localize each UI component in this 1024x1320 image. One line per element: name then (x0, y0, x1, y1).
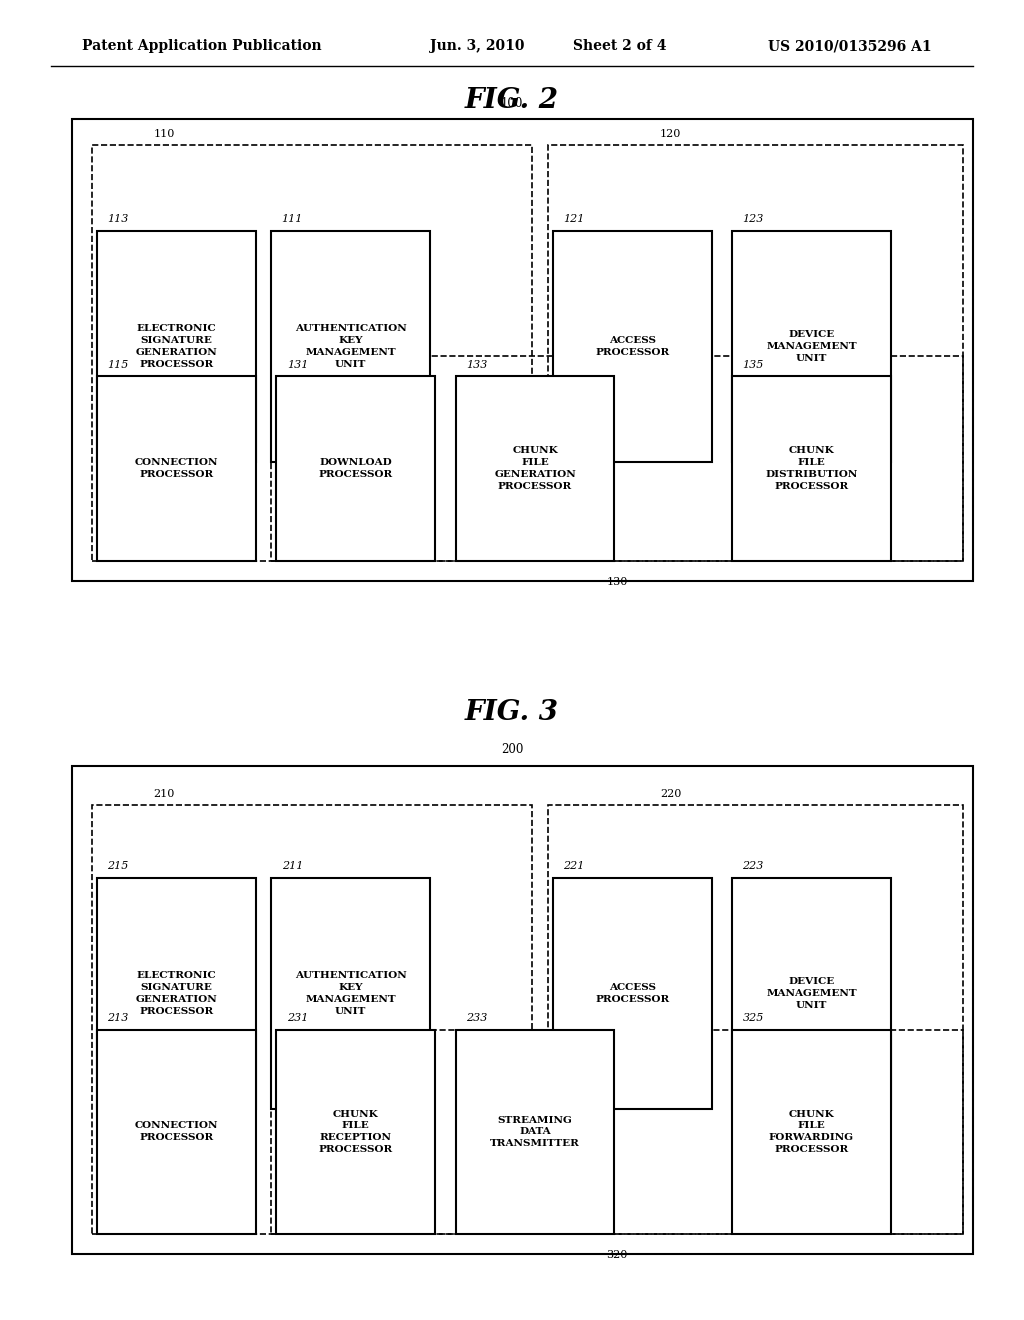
Text: AUTHENTICATION
KEY
MANAGEMENT
UNIT: AUTHENTICATION KEY MANAGEMENT UNIT (295, 325, 407, 368)
Text: ELECTRONIC
SIGNATURE
GENERATION
PROCESSOR: ELECTRONIC SIGNATURE GENERATION PROCESSO… (136, 972, 217, 1015)
Bar (97, 376, 256, 561)
Text: 131: 131 (287, 359, 308, 370)
Text: 320: 320 (606, 1250, 628, 1261)
Bar (271, 356, 963, 561)
Bar (553, 231, 712, 462)
Text: 115: 115 (108, 359, 129, 370)
Text: FIG. 2: FIG. 2 (465, 87, 559, 114)
Bar (97, 1030, 256, 1234)
Bar (72, 766, 973, 1254)
Text: AUTHENTICATION
KEY
MANAGEMENT
UNIT: AUTHENTICATION KEY MANAGEMENT UNIT (295, 972, 407, 1015)
Text: 135: 135 (742, 359, 764, 370)
Text: 215: 215 (108, 861, 129, 871)
Bar (276, 376, 435, 561)
Bar (548, 145, 963, 561)
Bar (456, 1030, 614, 1234)
Text: 220: 220 (660, 788, 681, 799)
Text: FIG. 3: FIG. 3 (465, 700, 559, 726)
Text: DEVICE
MANAGEMENT
UNIT: DEVICE MANAGEMENT UNIT (766, 977, 857, 1010)
Bar (732, 376, 891, 561)
Text: 325: 325 (742, 1012, 764, 1023)
Bar (97, 231, 256, 462)
Bar (92, 805, 532, 1234)
Text: 113: 113 (108, 214, 129, 224)
Text: 121: 121 (563, 214, 585, 224)
Text: 211: 211 (282, 861, 303, 871)
Text: 123: 123 (742, 214, 764, 224)
Text: DOWNLOAD
PROCESSOR: DOWNLOAD PROCESSOR (318, 458, 393, 479)
Text: DEVICE
MANAGEMENT
UNIT: DEVICE MANAGEMENT UNIT (766, 330, 857, 363)
Bar (271, 878, 430, 1109)
Text: 100: 100 (501, 96, 523, 110)
Text: CONNECTION
PROCESSOR: CONNECTION PROCESSOR (135, 458, 218, 479)
Text: 120: 120 (660, 128, 681, 139)
Bar (276, 1030, 435, 1234)
Text: 110: 110 (154, 128, 174, 139)
Bar (732, 1030, 891, 1234)
Bar (732, 231, 891, 462)
Text: Jun. 3, 2010: Jun. 3, 2010 (430, 40, 524, 53)
Text: STREAMING
DATA
TRANSMITTER: STREAMING DATA TRANSMITTER (490, 1115, 580, 1148)
Text: 111: 111 (282, 214, 303, 224)
Text: Sheet 2 of 4: Sheet 2 of 4 (573, 40, 667, 53)
Text: CHUNK
FILE
FORWARDING
PROCESSOR: CHUNK FILE FORWARDING PROCESSOR (769, 1110, 854, 1154)
Text: ACCESS
PROCESSOR: ACCESS PROCESSOR (595, 337, 670, 356)
Text: ELECTRONIC
SIGNATURE
GENERATION
PROCESSOR: ELECTRONIC SIGNATURE GENERATION PROCESSO… (136, 325, 217, 368)
Bar (732, 878, 891, 1109)
Text: ACCESS
PROCESSOR: ACCESS PROCESSOR (595, 983, 670, 1003)
Text: 133: 133 (466, 359, 487, 370)
Text: 200: 200 (501, 743, 523, 756)
Text: 231: 231 (287, 1012, 308, 1023)
Text: CHUNK
FILE
RECEPTION
PROCESSOR: CHUNK FILE RECEPTION PROCESSOR (318, 1110, 393, 1154)
Bar (456, 376, 614, 561)
Bar (92, 145, 532, 561)
Text: CHUNK
FILE
DISTRIBUTION
PROCESSOR: CHUNK FILE DISTRIBUTION PROCESSOR (765, 446, 858, 491)
Text: CONNECTION
PROCESSOR: CONNECTION PROCESSOR (135, 1122, 218, 1142)
Bar (97, 878, 256, 1109)
Bar (72, 119, 973, 581)
Text: 233: 233 (466, 1012, 487, 1023)
Bar (553, 878, 712, 1109)
Text: CHUNK
FILE
GENERATION
PROCESSOR: CHUNK FILE GENERATION PROCESSOR (495, 446, 575, 491)
Text: US 2010/0135296 A1: US 2010/0135296 A1 (768, 40, 932, 53)
Text: Patent Application Publication: Patent Application Publication (82, 40, 322, 53)
Text: 130: 130 (606, 577, 628, 587)
Text: 223: 223 (742, 861, 764, 871)
Text: 221: 221 (563, 861, 585, 871)
Bar (271, 231, 430, 462)
Bar (271, 1030, 963, 1234)
Bar (548, 805, 963, 1234)
Text: 213: 213 (108, 1012, 129, 1023)
Text: 210: 210 (154, 788, 174, 799)
